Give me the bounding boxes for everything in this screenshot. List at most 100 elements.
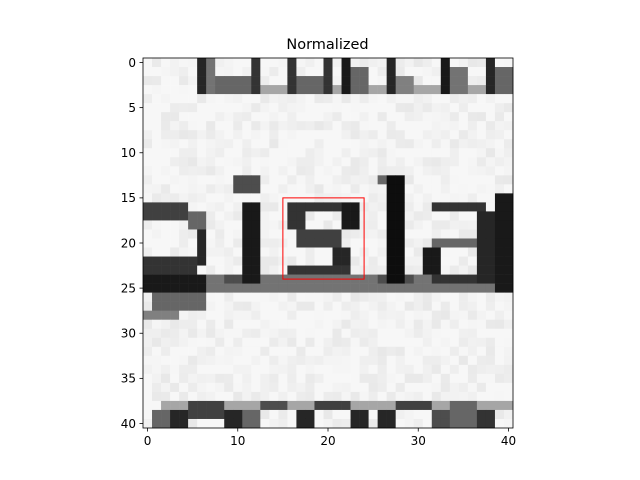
heatmap-cell: [476, 67, 487, 77]
heatmap-cell: [413, 346, 424, 357]
heatmap-cell: [449, 148, 460, 158]
heatmap-cell: [305, 382, 315, 393]
heatmap-cell: [368, 409, 378, 420]
heatmap-cell: [503, 166, 514, 176]
heatmap-cell: [188, 346, 198, 357]
heatmap-cell: [422, 418, 433, 429]
heatmap-cell: [476, 283, 487, 293]
heatmap-cell: [422, 121, 433, 131]
x-tick-labels: 0 10 20 30 40: [144, 434, 516, 448]
heatmap-cell: [377, 319, 387, 330]
heatmap-cell: [431, 193, 442, 203]
heatmap-cell: [377, 76, 387, 86]
heatmap-cell: [143, 319, 153, 330]
heatmap-cell: [170, 391, 180, 402]
heatmap-cell: [242, 346, 252, 357]
heatmap-cell: [215, 247, 225, 257]
heatmap-cell: [458, 157, 469, 167]
heatmap-cell: [287, 184, 297, 194]
heatmap-cell: [152, 256, 162, 266]
heatmap-cell: [296, 382, 306, 393]
heatmap-cell: [350, 400, 360, 411]
heatmap-cell: [233, 157, 243, 167]
heatmap-cell: [269, 238, 279, 248]
heatmap-cell: [179, 418, 189, 429]
heatmap-cell: [296, 328, 306, 339]
heatmap-cell: [341, 373, 351, 384]
heatmap-cell: [287, 265, 297, 275]
heatmap-cell: [323, 301, 333, 311]
heatmap-cell: [170, 346, 180, 357]
heatmap-cell: [449, 391, 460, 402]
heatmap-cell: [431, 139, 442, 149]
heatmap-cell: [188, 130, 198, 140]
heatmap-cell: [377, 238, 387, 248]
heatmap-cell: [143, 112, 153, 122]
heatmap-cell: [197, 193, 207, 203]
heatmap-cell: [476, 112, 487, 122]
heatmap-cell: [251, 301, 261, 311]
heatmap-cell: [377, 211, 387, 221]
heatmap-cell: [242, 184, 252, 194]
heatmap-cell: [215, 274, 225, 284]
heatmap-cell: [386, 202, 396, 212]
heatmap-cell: [278, 121, 288, 131]
heatmap-cell: [440, 58, 451, 68]
heatmap-cell: [188, 373, 198, 384]
heatmap-cell: [287, 220, 297, 230]
heatmap-cell: [206, 130, 216, 140]
heatmap-cell: [359, 76, 369, 86]
heatmap-cell: [242, 328, 252, 339]
heatmap-cell: [260, 121, 270, 131]
heatmap-cell: [242, 148, 252, 158]
heatmap-cell: [323, 364, 333, 375]
heatmap-cell: [143, 220, 153, 230]
heatmap-cell: [314, 184, 324, 194]
heatmap-cell: [287, 328, 297, 339]
heatmap-cell: [368, 301, 378, 311]
heatmap-cell: [233, 103, 243, 113]
heatmap-cell: [305, 166, 315, 176]
heatmap-cell: [440, 319, 451, 330]
heatmap-cell: [422, 274, 433, 284]
heatmap-cell: [170, 355, 180, 366]
heatmap-cell: [143, 292, 153, 302]
heatmap-cell: [197, 103, 207, 113]
heatmap-cell: [485, 418, 496, 429]
highlight-box: [282, 197, 365, 280]
heatmap-cell: [449, 346, 460, 357]
heatmap-cell: [413, 409, 424, 420]
heatmap-cell: [224, 202, 234, 212]
heatmap-cell: [305, 364, 315, 375]
heatmap-cell: [386, 274, 396, 284]
heatmap-cell: [332, 130, 342, 140]
heatmap-cell: [323, 355, 333, 366]
heatmap-cell: [332, 391, 342, 402]
heatmap-cell: [503, 391, 514, 402]
heatmap-cell: [413, 139, 424, 149]
heatmap-cell: [224, 355, 234, 366]
heatmap-cell: [422, 382, 433, 393]
heatmap-cell: [197, 85, 207, 95]
heatmap-cell: [224, 148, 234, 158]
heatmap-cell: [485, 94, 496, 104]
heatmap-cell: [251, 193, 261, 203]
heatmap-cell: [143, 157, 153, 167]
heatmap-cell: [251, 319, 261, 330]
heatmap-cell: [170, 85, 180, 95]
heatmap-cell: [386, 184, 396, 194]
heatmap-cell: [287, 409, 297, 420]
heatmap-cell: [341, 112, 351, 122]
heatmap-cell: [188, 148, 198, 158]
heatmap-cell: [467, 220, 478, 230]
heatmap-cell: [251, 211, 261, 221]
heatmap-cell: [314, 238, 324, 248]
heatmap-cell: [350, 310, 360, 320]
heatmap-cell: [395, 328, 405, 339]
heatmap-cell: [359, 103, 369, 113]
heatmap-cell: [449, 103, 460, 113]
heatmap-cell: [305, 94, 315, 104]
heatmap-cell: [296, 130, 306, 140]
heatmap-cell: [449, 121, 460, 131]
heatmap-cell: [404, 418, 415, 429]
